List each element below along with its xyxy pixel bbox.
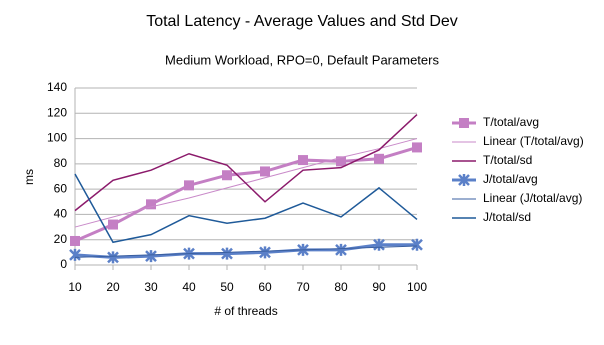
y-tick-label: 20 [54,232,68,246]
marker [222,170,232,181]
x-tick-label: 40 [182,280,196,294]
marker [373,238,385,251]
marker [336,156,346,167]
y-tick-label: 80 [54,156,68,170]
legend-label: J/total/avg [483,172,538,186]
marker [459,118,469,128]
chart-subtitle: Medium Workload, RPO=0, Default Paramete… [165,52,439,67]
marker [69,248,81,261]
x-tick-label: 70 [296,280,310,294]
legend-label: Linear (T/total/avg) [483,134,584,148]
marker [108,219,118,230]
series-line [74,145,418,243]
y-tick-label: 0 [60,257,67,271]
y-axis-label: ms [22,169,36,185]
x-tick-label: 30 [144,280,158,294]
legend-label: T/total/sd [483,153,532,167]
marker [374,153,384,164]
legend-label: T/total/avg [483,115,539,129]
x-tick-label: 90 [372,280,386,294]
marker [335,243,347,256]
x-tick-label: 10 [68,280,82,294]
marker [260,166,270,177]
legend-label: Linear (J/total/avg) [483,191,582,205]
x-axis-label: # of threads [214,304,277,318]
x-tick-label: 20 [106,280,120,294]
series-line [74,173,418,244]
marker [145,250,157,263]
y-tick-label: 140 [47,80,67,94]
marker [107,251,119,264]
x-tick-label: 80 [334,280,348,294]
series-line [74,245,418,258]
marker [412,142,422,153]
x-tick-label: 50 [220,280,234,294]
marker [411,238,423,251]
marker [259,246,271,259]
marker [298,155,308,166]
marker [221,247,233,260]
y-tick-label: 60 [54,181,68,195]
series-line [74,114,418,212]
marker [184,180,194,191]
legend-label: J/total/sd [483,210,531,224]
y-tick-label: 120 [47,105,67,119]
chart-title: Total Latency - Average Values and Std D… [146,13,458,30]
series-line [74,243,417,259]
marker [146,199,156,210]
x-tick-label: 100 [407,280,427,294]
y-tick-label: 100 [47,131,67,145]
y-tick-label: 40 [54,207,68,221]
marker [70,235,80,246]
marker [458,174,470,186]
x-tick-label: 60 [258,280,272,294]
